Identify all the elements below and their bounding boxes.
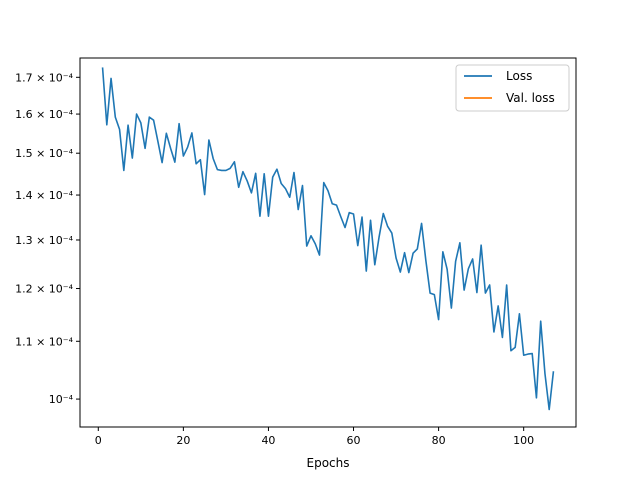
series-layer bbox=[101, 67, 555, 411]
y-axis: 10⁻⁴ 1.1 × 10⁻⁴ 1.2 × 10⁻⁴ 1.3 × 10⁻⁴ 1.4 × … bbox=[15, 71, 80, 406]
plot-area bbox=[80, 58, 576, 427]
y-tick-label: 10⁻⁴ bbox=[49, 393, 74, 406]
y-tick-label: 1.1 × 10⁻⁴ bbox=[15, 335, 74, 348]
plot-frame bbox=[79, 57, 577, 428]
y-tick-label: 1.2 × 10⁻⁴ bbox=[15, 283, 74, 296]
x-tick-label: 20 bbox=[176, 434, 190, 447]
x-tick-label: 60 bbox=[347, 434, 361, 447]
x-tick-label: 100 bbox=[513, 434, 534, 447]
x-tick-label: 80 bbox=[432, 434, 446, 447]
series-line-loss bbox=[101, 67, 555, 411]
legend: Loss Val. loss bbox=[455, 64, 570, 112]
y-tick-label: 1.3 × 10⁻⁴ bbox=[15, 234, 74, 247]
y-tick-label: 1.4 × 10⁻⁴ bbox=[15, 189, 74, 202]
y-tick-label: 1.6 × 10⁻⁴ bbox=[15, 108, 74, 121]
legend-label-val-loss: Val. loss bbox=[506, 91, 555, 105]
x-axis: 0 20 40 60 80 100 bbox=[95, 427, 534, 447]
x-tick-label: 0 bbox=[95, 434, 102, 447]
legend-label-loss: Loss bbox=[506, 69, 532, 83]
x-tick-label: 40 bbox=[261, 434, 275, 447]
y-tick-label: 1.5 × 10⁻⁴ bbox=[15, 147, 74, 160]
x-axis-label: Epochs bbox=[307, 456, 350, 470]
y-tick-label: 1.7 × 10⁻⁴ bbox=[15, 71, 74, 84]
